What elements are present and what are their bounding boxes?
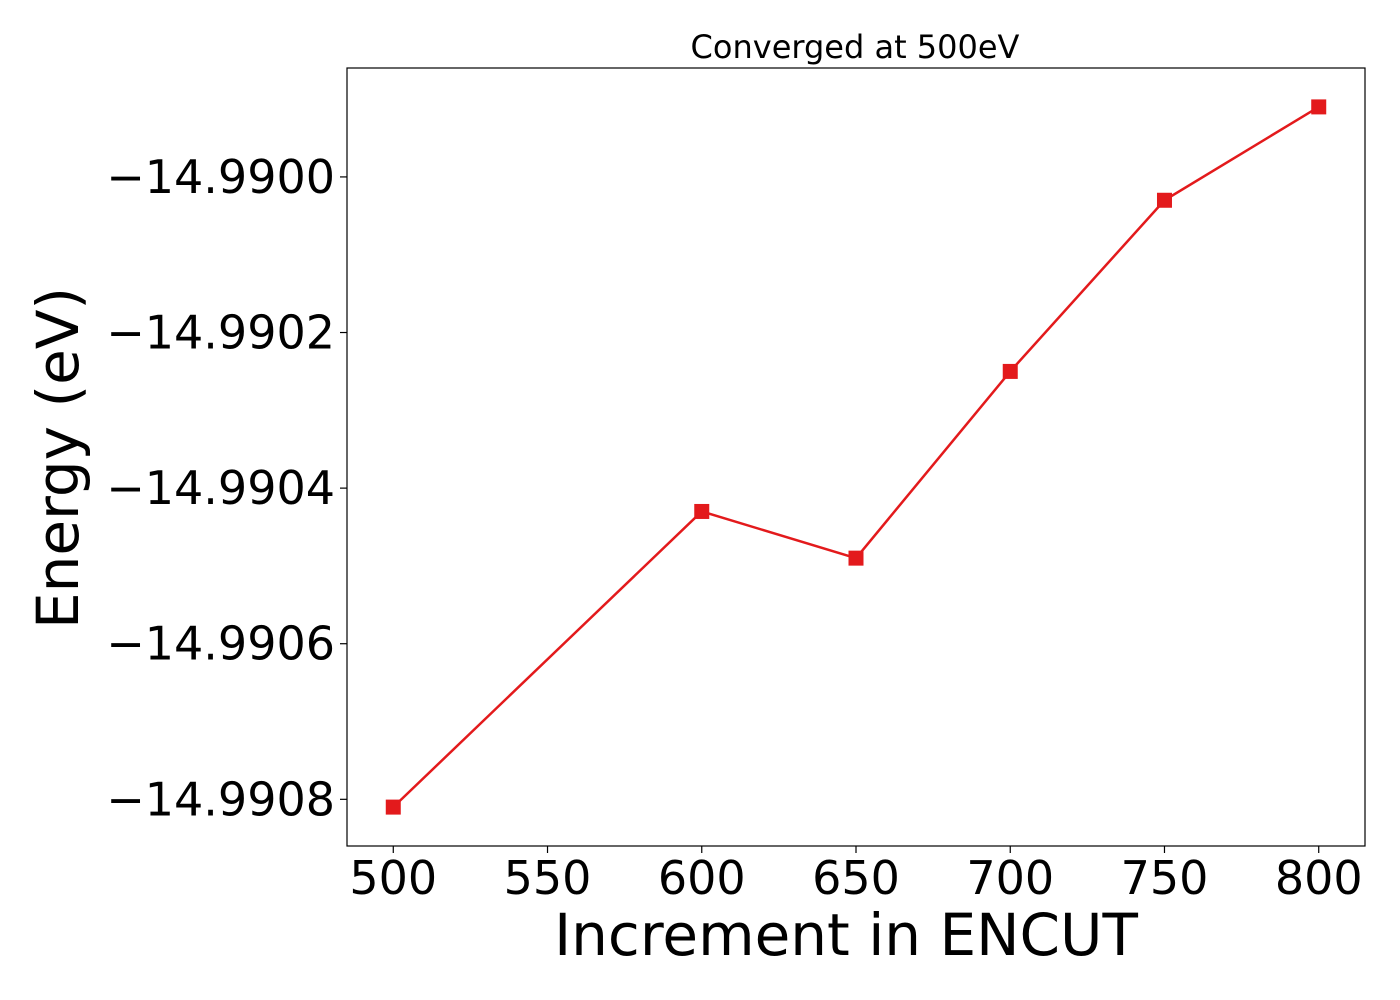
plot-frame bbox=[346, 67, 1366, 847]
x-tick-label: 550 bbox=[504, 851, 592, 905]
data-point bbox=[848, 550, 864, 566]
x-tick-label: 500 bbox=[349, 851, 437, 905]
x-axis: 500 550 600 650 700 750 800 bbox=[349, 846, 1363, 905]
x-axis-label: Increment in ENCUT bbox=[554, 901, 1138, 969]
y-tick-label: −14.9908 bbox=[106, 772, 335, 826]
y-tick-label: −14.9906 bbox=[106, 617, 335, 671]
series-layer bbox=[385, 99, 1327, 815]
plot-area-border bbox=[346, 67, 1366, 847]
chart-title: Converged at 500eV bbox=[691, 28, 1020, 66]
data-point bbox=[385, 799, 401, 815]
y-axis: −14.9908 −14.9906 −14.9904 −14.9902 −14.9900 bbox=[106, 150, 347, 826]
series-line bbox=[392, 105, 1320, 809]
data-point bbox=[1311, 99, 1327, 115]
y-tick-label: −14.9902 bbox=[106, 306, 335, 360]
y-tick-label: −14.9904 bbox=[106, 461, 335, 515]
y-axis-label: Energy (eV) bbox=[24, 287, 92, 629]
data-point bbox=[694, 503, 710, 519]
x-tick-label: 750 bbox=[1121, 851, 1209, 905]
data-point bbox=[1002, 363, 1018, 379]
x-tick-label: 650 bbox=[812, 851, 900, 905]
data-point bbox=[1156, 192, 1172, 208]
y-tick-label: −14.9900 bbox=[106, 150, 335, 204]
x-tick-label: 700 bbox=[966, 851, 1054, 905]
x-tick-label: 800 bbox=[1275, 851, 1363, 905]
x-tick-label: 600 bbox=[658, 851, 746, 905]
